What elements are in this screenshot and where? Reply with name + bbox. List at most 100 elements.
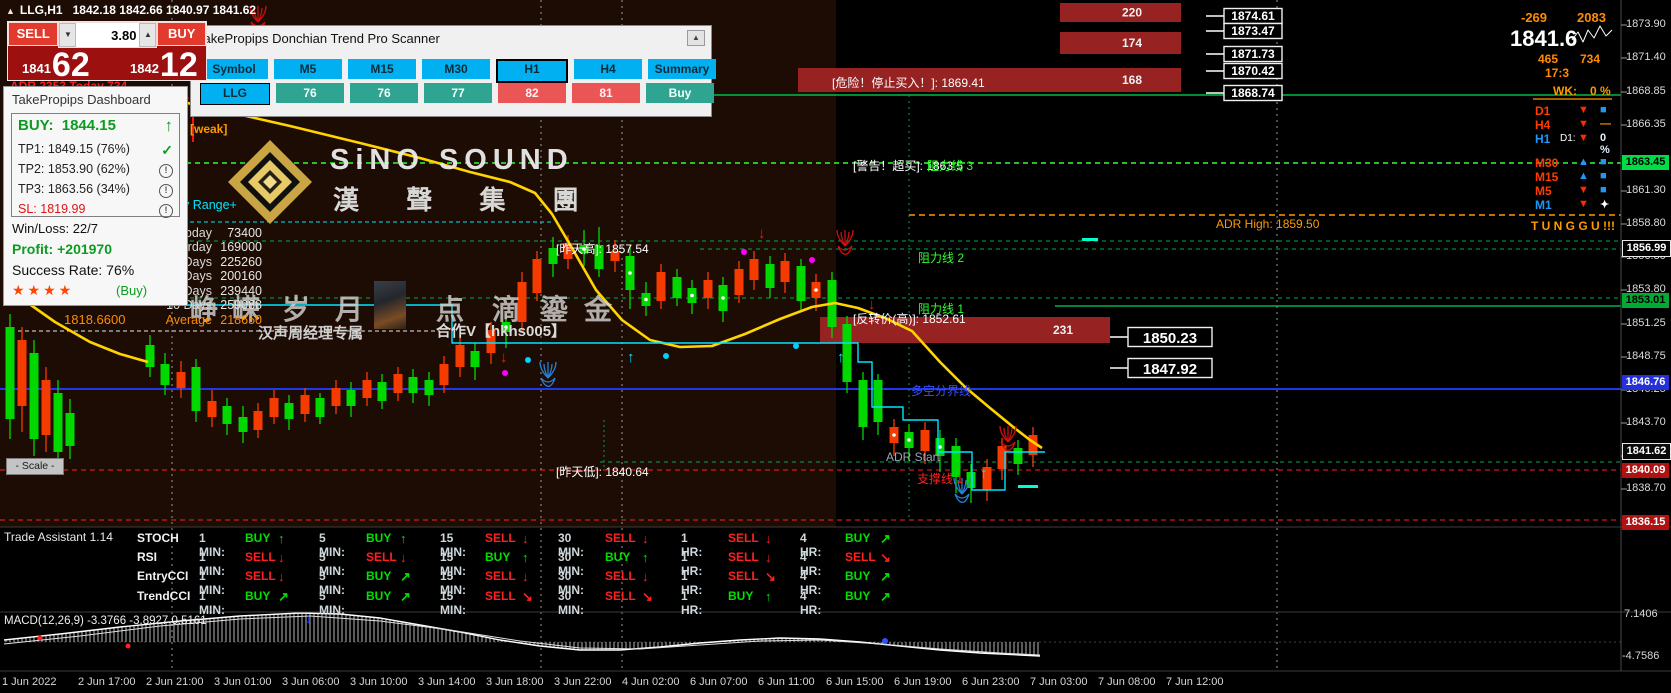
ta-col-label: 15 MIN: <box>440 589 466 617</box>
price-tick-label: 1871.40 <box>1626 51 1666 63</box>
ta-col-label: 4 HR: <box>800 569 822 597</box>
svg-text:1873.47: 1873.47 <box>1231 24 1275 38</box>
candle-body <box>656 272 666 301</box>
time-axis-label[interactable]: 3 Jun 22:00 <box>554 676 612 688</box>
scanner-header-m30[interactable]: M30 <box>422 59 490 79</box>
lot-dropdown-icon[interactable]: ▼ <box>59 23 77 47</box>
lot-size-input[interactable] <box>76 23 140 47</box>
volume-bar <box>798 68 1181 92</box>
buy-button[interactable]: BUY <box>157 22 206 46</box>
time-axis-label[interactable]: 2 Jun 21:00 <box>146 676 204 688</box>
time-axis-label[interactable]: 3 Jun 14:00 <box>418 676 476 688</box>
tf-arrow-icon: ▼ <box>1578 132 1589 144</box>
sell-button[interactable]: SELL <box>8 22 59 46</box>
time-axis-label[interactable]: 2 Jun 17:00 <box>78 676 136 688</box>
time-axis-label[interactable]: 6 Jun 23:00 <box>962 676 1020 688</box>
time-axis-label[interactable]: 7 Jun 08:00 <box>1098 676 1156 688</box>
time-axis-label[interactable]: 4 Jun 02:00 <box>622 676 680 688</box>
rp-value3: 465 <box>1538 52 1559 66</box>
mini-sparkline <box>1571 25 1613 43</box>
ta-signal-arrow-icon: ↗ <box>400 569 411 584</box>
scanner-value-cell[interactable]: 82 <box>498 83 566 103</box>
sell-arrow-icon: ↓ <box>868 296 876 313</box>
scanner-value-cell[interactable]: 81 <box>572 83 640 103</box>
candle-body <box>470 351 480 367</box>
lot-up-icon[interactable]: ▲ <box>139 23 157 47</box>
ta-col-label: 15 MIN: <box>440 531 466 559</box>
price-level-box: 1840.09 <box>1622 463 1669 478</box>
takepropips-dashboard: TakePropips Dashboard BUY: 1844.15 ↑ TP1… <box>3 86 188 306</box>
ta-col-label: 4 HR: <box>800 550 822 578</box>
tf-label-h1: H1 <box>1535 132 1551 146</box>
ta-row-name: TrendCCI <box>137 589 191 603</box>
chart-title: ▲ LLG,H1 1842.18 1842.66 1840.97 1841.62 <box>6 3 256 17</box>
dashboard-signal-row: BUY: 1844.15 ↑ <box>12 114 179 141</box>
tp-label: TP2: <box>18 162 45 176</box>
scale-object[interactable]: - Scale - <box>6 458 64 475</box>
candle-body <box>796 266 806 301</box>
candle-body <box>362 380 372 398</box>
volume-row-value: 259088 <box>220 298 262 312</box>
ta-col-label: 1 MIN: <box>199 569 225 597</box>
ta-signal-arrow-icon: ↓ <box>278 569 285 584</box>
ta-col-label: 4 HR: <box>800 531 822 559</box>
ta-signal-arrow-icon: ↘ <box>522 589 533 604</box>
scanner-minimize-button[interactable]: ▲ <box>687 30 705 46</box>
scanner-header-h1[interactable]: H1 <box>496 59 568 83</box>
cyan-dot-marker <box>663 353 669 359</box>
tp-label: TP3: <box>18 182 45 196</box>
volume-row-value: 169000 <box>220 240 262 254</box>
buy-arrow-icon: ↑ <box>980 465 988 482</box>
time-axis-label[interactable]: 6 Jun 15:00 <box>826 676 884 688</box>
time-axis-label[interactable]: 1 Jun 2022 <box>2 676 57 688</box>
candle-body <box>191 367 201 411</box>
candle-body <box>17 340 27 406</box>
time-axis-label[interactable]: 3 Jun 01:00 <box>214 676 272 688</box>
time-axis-label[interactable]: 7 Jun 12:00 <box>1166 676 1224 688</box>
scanner-header-summary[interactable]: Summary <box>648 59 716 79</box>
scanner-value-cell[interactable]: Buy <box>646 83 714 103</box>
candle-body <box>207 401 217 417</box>
ta-signal-arrow-icon: ↘ <box>642 589 653 604</box>
price-box <box>1127 357 1213 379</box>
scanner-symbol-cell[interactable]: LLG <box>200 83 270 105</box>
time-axis-label[interactable]: 6 Jun 11:00 <box>758 676 815 688</box>
candle-dot <box>644 297 648 302</box>
candle-body <box>238 417 248 432</box>
macd-blue-dot <box>882 638 888 644</box>
scanner-header-m5[interactable]: M5 <box>274 59 342 79</box>
scanner-value-cell[interactable]: 76 <box>276 83 344 103</box>
time-axis-label[interactable]: 6 Jun 07:00 <box>690 676 748 688</box>
scanner-window: TakePropips Donchian Trend Pro Scanner ▲… <box>190 25 716 117</box>
ohlc-values: 1842.18 1842.66 1840.97 1841.62 <box>72 3 257 17</box>
watermark-char: 鎏 <box>540 294 569 325</box>
watermark-char: 点 <box>436 294 465 325</box>
svg-text:1871.73: 1871.73 <box>1231 47 1275 61</box>
watermark-photo <box>374 281 406 329</box>
volume-bar <box>820 317 1110 343</box>
scanner-header-m15[interactable]: M15 <box>348 59 416 79</box>
check-icon: ✓ <box>161 142 173 158</box>
time-axis-label[interactable]: 3 Jun 10:00 <box>350 676 408 688</box>
ta-signal-arrow-icon: ↓ <box>522 531 529 546</box>
ta-signal: SELL <box>245 550 276 564</box>
time-axis-label[interactable]: 6 Jun 19:00 <box>894 676 952 688</box>
ta-col-label: 5 MIN: <box>319 569 345 597</box>
pivot-s3-label: 1818.6600 <box>64 312 126 327</box>
time-axis-label[interactable]: 7 Jun 03:00 <box>1030 676 1088 688</box>
ta-signal: BUY <box>245 531 271 545</box>
price-level-box: 1841.62 <box>1622 443 1671 460</box>
scanner-value-cell[interactable]: 76 <box>350 83 418 103</box>
macd-scale-low: -4.7586 <box>1622 650 1660 662</box>
ta-signal-arrow-icon: ↘ <box>880 550 891 565</box>
time-axis-label[interactable]: 3 Jun 06:00 <box>282 676 340 688</box>
bid-price: 1841 62 <box>22 46 90 82</box>
time-axis-label[interactable]: 3 Jun 18:00 <box>486 676 544 688</box>
chart-annotation: ADR Start <box>886 450 941 464</box>
scanner-header-symbol[interactable]: Symbol <box>200 59 268 79</box>
scanner-header-h4[interactable]: H4 <box>574 59 642 79</box>
clock-icon: ! <box>159 202 173 218</box>
scanner-value-cell[interactable]: 77 <box>424 83 492 103</box>
ta-signal-arrow-icon: ↘ <box>765 569 776 584</box>
connection-icon: ▲ <box>6 6 15 16</box>
